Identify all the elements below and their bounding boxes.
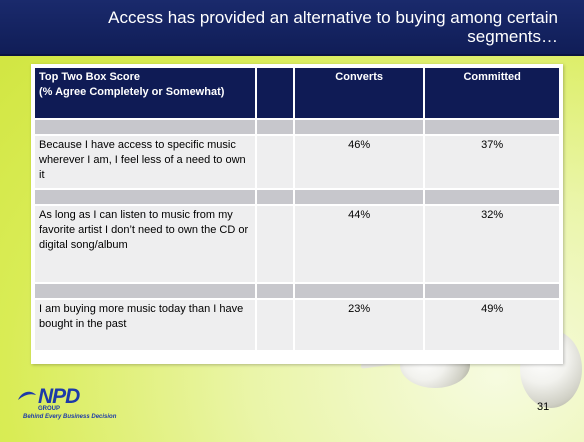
header-blank (256, 68, 293, 118)
table-row: Because I have access to specific music … (35, 136, 559, 188)
row-committed: 49% (425, 300, 559, 350)
data-table: Top Two Box Score (% Agree Completely or… (31, 64, 563, 364)
row-statement: Because I have access to specific music … (35, 136, 255, 188)
logo-group: GROUP (38, 406, 61, 412)
logo-swoosh-icon (18, 392, 36, 401)
row-blank (256, 300, 293, 350)
logo-text: NPD (38, 385, 80, 408)
row-statement: As long as I can listen to music from my… (35, 206, 255, 282)
title-bar: Access has provided an alternative to bu… (0, 0, 584, 56)
row-converts: 44% (294, 206, 424, 282)
npd-logo: NPD GROUP Behind Every Business Decision (16, 385, 126, 430)
row-committed: 37% (425, 136, 559, 188)
row-statement: I am buying more music today than I have… (35, 300, 255, 350)
table-row: I am buying more music today than I have… (35, 300, 559, 350)
page-number: 31 (537, 401, 550, 413)
logo-mark: NPD (16, 385, 80, 409)
header-committed: Committed (425, 68, 559, 118)
slide-title: Access has provided an alternative to bu… (108, 8, 558, 46)
table-row: As long as I can listen to music from my… (35, 206, 559, 282)
header-converts: Converts (294, 68, 424, 118)
row-converts: 46% (294, 136, 424, 188)
row-converts: 23% (294, 300, 424, 350)
header-label: Top Two Box Score (% Agree Completely or… (35, 68, 255, 118)
row-committed: 32% (425, 206, 559, 282)
row-blank (256, 206, 293, 282)
row-blank (256, 136, 293, 188)
logo-tagline: Behind Every Business Decision (23, 414, 117, 420)
